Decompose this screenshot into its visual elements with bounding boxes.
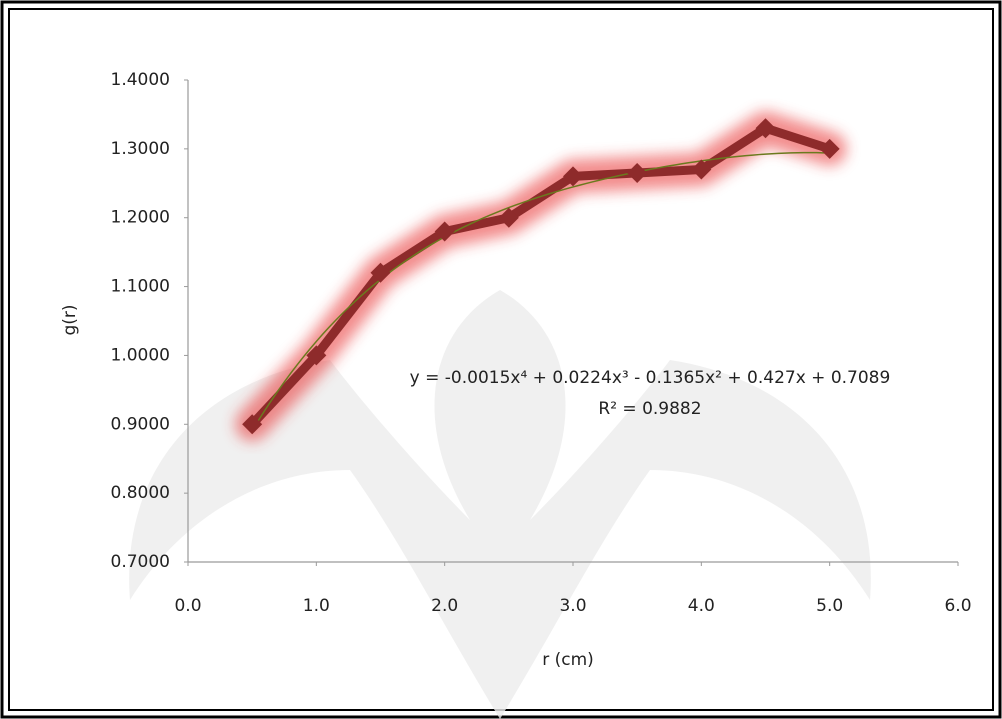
y-axis-label: g(r)	[60, 304, 80, 335]
marker	[242, 414, 263, 435]
x-tick-label: 4.0	[688, 596, 715, 616]
y-tick-label: 0.9000	[111, 414, 170, 434]
y-tick-label: 1.0000	[111, 345, 170, 365]
y-tick-label: 1.2000	[111, 208, 170, 228]
y-tick-label: 1.4000	[111, 70, 170, 90]
marker	[819, 138, 840, 159]
marker	[755, 118, 776, 139]
y-tick-label: 1.3000	[111, 139, 170, 159]
x-tick-label: 2.0	[431, 596, 458, 616]
x-tick-label: 0.0	[174, 596, 201, 616]
marker	[370, 262, 391, 283]
marker	[627, 162, 648, 183]
y-tick-label: 0.7000	[111, 552, 170, 572]
marker	[563, 166, 583, 187]
x-axis-label: r (cm)	[542, 650, 594, 670]
y-tick-label: 1.1000	[111, 277, 170, 297]
r-squared: R² = 0.9882	[598, 399, 701, 419]
x-tick-label: 3.0	[559, 596, 586, 616]
watermark	[129, 290, 871, 719]
plot	[235, 111, 847, 442]
marker	[306, 345, 327, 366]
x-tick-label: 1.0	[303, 596, 330, 616]
x-tick-label: 5.0	[816, 596, 843, 616]
marker	[691, 159, 712, 180]
marker	[434, 221, 455, 242]
marker	[498, 207, 519, 228]
trendline	[251, 151, 830, 431]
x-tick-label: 6.0	[944, 596, 971, 616]
y-tick-label: 0.8000	[111, 483, 170, 503]
trend-equation: y = -0.0015x⁴ + 0.0224x³ - 0.1365x² + 0.…	[410, 368, 891, 388]
